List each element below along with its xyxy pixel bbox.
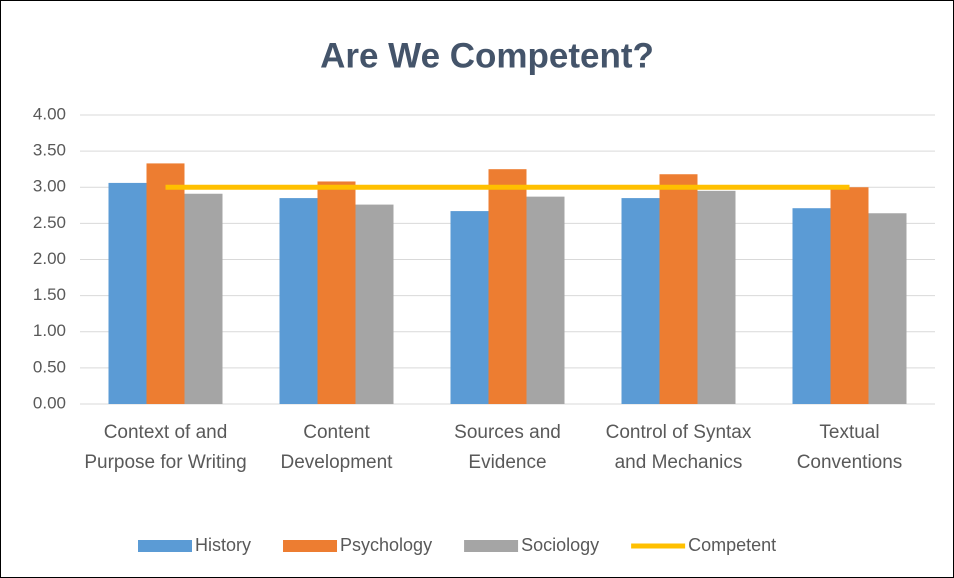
legend-swatch (464, 540, 519, 552)
legend-label: Sociology (521, 535, 599, 555)
y-tick-label: 2.00 (33, 249, 66, 268)
y-tick-label: 1.00 (33, 321, 66, 340)
bar (621, 198, 660, 404)
x-tick-label: Context of and Purpose for Writing (84, 422, 247, 473)
bar (697, 190, 736, 404)
bar (317, 181, 356, 404)
bar (146, 163, 185, 404)
bar (279, 198, 318, 404)
legend-swatch (283, 540, 338, 552)
y-tick-label: 4.00 (33, 104, 66, 123)
x-tick-label: Content Development (280, 422, 393, 473)
legend-swatch (138, 540, 192, 552)
chart-title: Are We Competent? (320, 36, 654, 75)
bar (868, 213, 907, 404)
legend-label: Competent (688, 535, 776, 555)
bar (450, 211, 489, 404)
x-tick-label: Textual Conventions (796, 422, 903, 473)
bar (184, 193, 223, 404)
y-tick-label: 2.50 (33, 213, 66, 232)
bar (488, 169, 527, 404)
y-tick-label: 0.00 (33, 393, 66, 412)
y-tick-label: 1.50 (33, 285, 66, 304)
y-tick-label: 3.00 (33, 177, 66, 196)
x-tick-label: Control of Syntax and Mechanics (605, 422, 752, 473)
y-tick-label: 0.50 (33, 357, 66, 376)
bar (830, 187, 869, 404)
legend-label: History (195, 535, 251, 555)
bar (108, 182, 147, 404)
bar (355, 204, 394, 404)
x-tick-label: Sources and Evidence (454, 422, 561, 473)
bar (526, 196, 565, 404)
y-tick-label: 3.50 (33, 141, 66, 160)
bar (792, 208, 831, 404)
bar (659, 174, 698, 404)
legend-label: Psychology (340, 535, 432, 555)
